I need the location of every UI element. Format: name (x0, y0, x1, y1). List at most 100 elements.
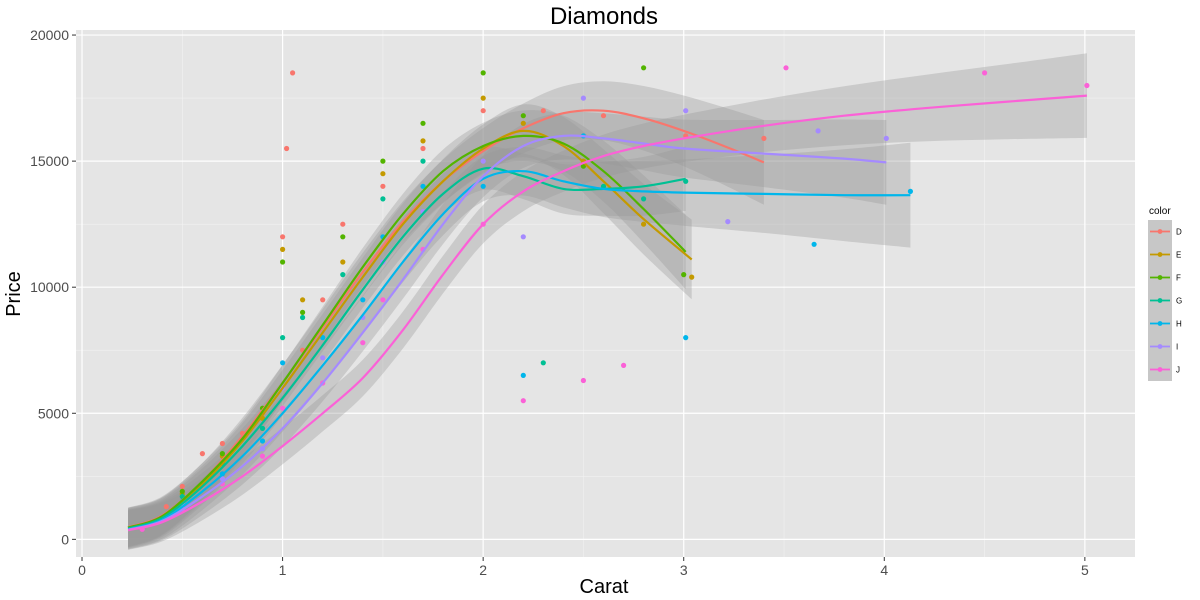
data-point-D (179, 483, 185, 489)
axis-ticks (72, 34, 1086, 561)
data-point-I (725, 219, 731, 225)
data-point-F (420, 120, 426, 126)
data-point-F (340, 234, 346, 240)
data-point-G (259, 425, 266, 431)
data-point-J (259, 453, 266, 459)
x-tick-label: 3 (680, 562, 688, 578)
data-point-H (420, 183, 426, 189)
data-point-F (380, 158, 386, 164)
data-point-I (320, 355, 326, 361)
smooth-line-G (127, 166, 686, 530)
y-tick-label: 5000 (38, 405, 69, 421)
data-point-I (480, 158, 486, 164)
data-point-D (284, 145, 290, 152)
data-point-J (783, 65, 789, 71)
data-point-F (641, 65, 647, 71)
legend-label-E: E (1176, 251, 1181, 260)
data-point-I (815, 128, 821, 134)
data-point-I (580, 95, 587, 101)
data-point-D (380, 183, 386, 189)
data-point-G (600, 183, 607, 189)
data-point-H (360, 297, 366, 303)
data-point-H (520, 372, 526, 378)
x-tick-label: 1 (279, 562, 287, 578)
data-point-H (320, 335, 326, 341)
data-point-E (420, 138, 426, 144)
data-point-D (340, 221, 346, 227)
legend: color D E F G H I J (1148, 206, 1182, 381)
smooth-lines (127, 94, 1087, 532)
data-point-G (420, 158, 426, 164)
data-point-I (883, 135, 889, 141)
data-point-D (420, 145, 426, 152)
minor-gridlines (76, 30, 1135, 557)
data-point-J (621, 362, 627, 368)
legend-label-G: G (1176, 297, 1182, 306)
x-tick-label: 2 (479, 562, 487, 578)
legend-label-F: F (1176, 274, 1181, 283)
smooth-line-I (127, 134, 887, 531)
legend-key-point-I (1157, 344, 1163, 349)
data-point-H (683, 335, 689, 341)
x-tick-labels: 0 1 2 3 4 5 (78, 562, 1089, 578)
legend-label-H: H (1176, 320, 1182, 329)
data-point-G (380, 196, 386, 202)
data-point-G (280, 335, 286, 341)
smooth-line-E (127, 129, 693, 529)
x-tick-label: 0 (78, 562, 86, 578)
data-point-F (179, 488, 185, 494)
data-point-J (280, 405, 286, 411)
smooth-line-J (127, 94, 1087, 532)
data-point-H (907, 188, 914, 194)
legend-key-point-J (1157, 367, 1163, 372)
data-point-H (811, 241, 817, 247)
chart-title: Diamonds (550, 3, 658, 30)
data-point-D (761, 135, 767, 141)
x-tick-label: 5 (1081, 562, 1089, 578)
data-point-J (520, 398, 526, 404)
y-tick-label: 10000 (30, 279, 69, 295)
data-point-J (1084, 82, 1090, 89)
y-tick-labels: 0 5000 10000 15000 20000 (30, 27, 69, 547)
data-point-I (683, 108, 689, 114)
data-point-D (280, 234, 286, 240)
data-point-I (520, 234, 526, 240)
data-point-F (520, 113, 526, 119)
data-point-D (290, 70, 296, 76)
legend-key-point-G (1157, 298, 1163, 303)
x-tick-label: 4 (880, 562, 888, 578)
y-axis-title: Price (3, 271, 25, 317)
data-point-E (520, 120, 526, 126)
data-point-E (641, 221, 647, 227)
legend-label-D: D (1176, 228, 1182, 237)
data-point-E (280, 246, 286, 252)
legend-key-point-E (1157, 252, 1163, 257)
data-point-D (480, 108, 486, 114)
data-point-G (340, 272, 346, 278)
data-point-D (219, 440, 225, 447)
data-point-H (480, 183, 486, 189)
data-point-F (219, 451, 225, 457)
y-tick-label: 20000 (30, 27, 69, 43)
legend-label-I: I (1176, 343, 1178, 352)
data-point-F (300, 309, 306, 315)
data-point-D (163, 504, 169, 510)
data-point-J (982, 70, 988, 76)
legend-keys: D E F G H I J (1148, 220, 1182, 381)
legend-key-point-H (1157, 321, 1163, 326)
data-point-F (681, 272, 687, 278)
data-point-E (380, 171, 386, 177)
data-point-G (300, 314, 306, 321)
confidence-band-H (128, 142, 911, 549)
data-point-D (600, 113, 607, 119)
data-point-E (300, 297, 306, 303)
smooth-line-H (127, 170, 911, 531)
data-point-F (280, 259, 286, 265)
x-axis-title: Carat (580, 576, 629, 598)
data-point-G (641, 196, 647, 202)
y-tick-label: 15000 (30, 153, 69, 169)
data-point-J (580, 377, 587, 384)
smooth-line-F (127, 134, 687, 529)
